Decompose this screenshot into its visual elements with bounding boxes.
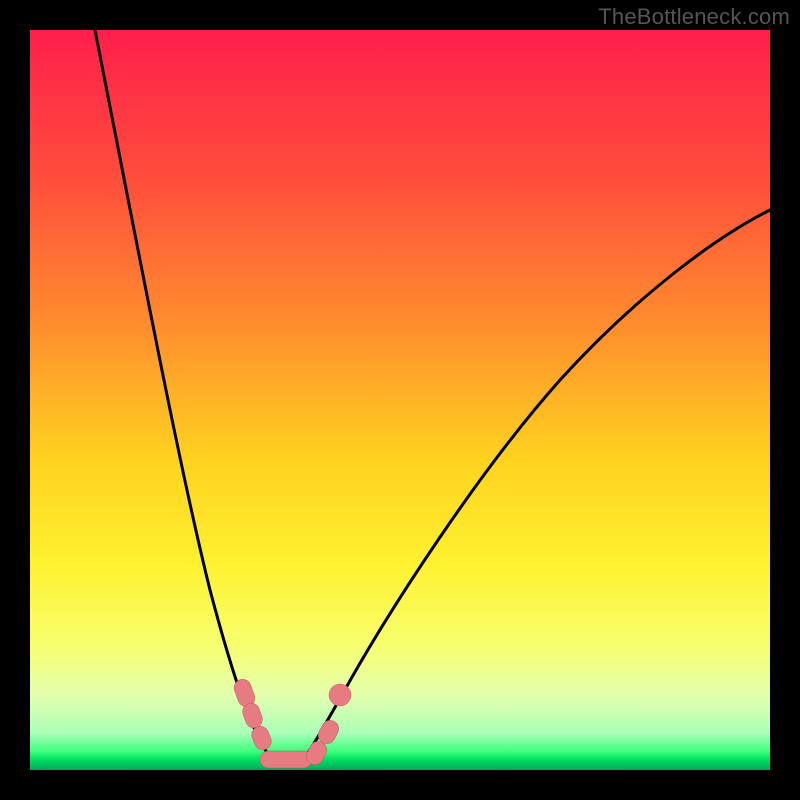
- chart-container: TheBottleneck.com: [0, 0, 800, 800]
- watermark-text: TheBottleneck.com: [598, 4, 790, 30]
- chart-svg: [0, 0, 800, 800]
